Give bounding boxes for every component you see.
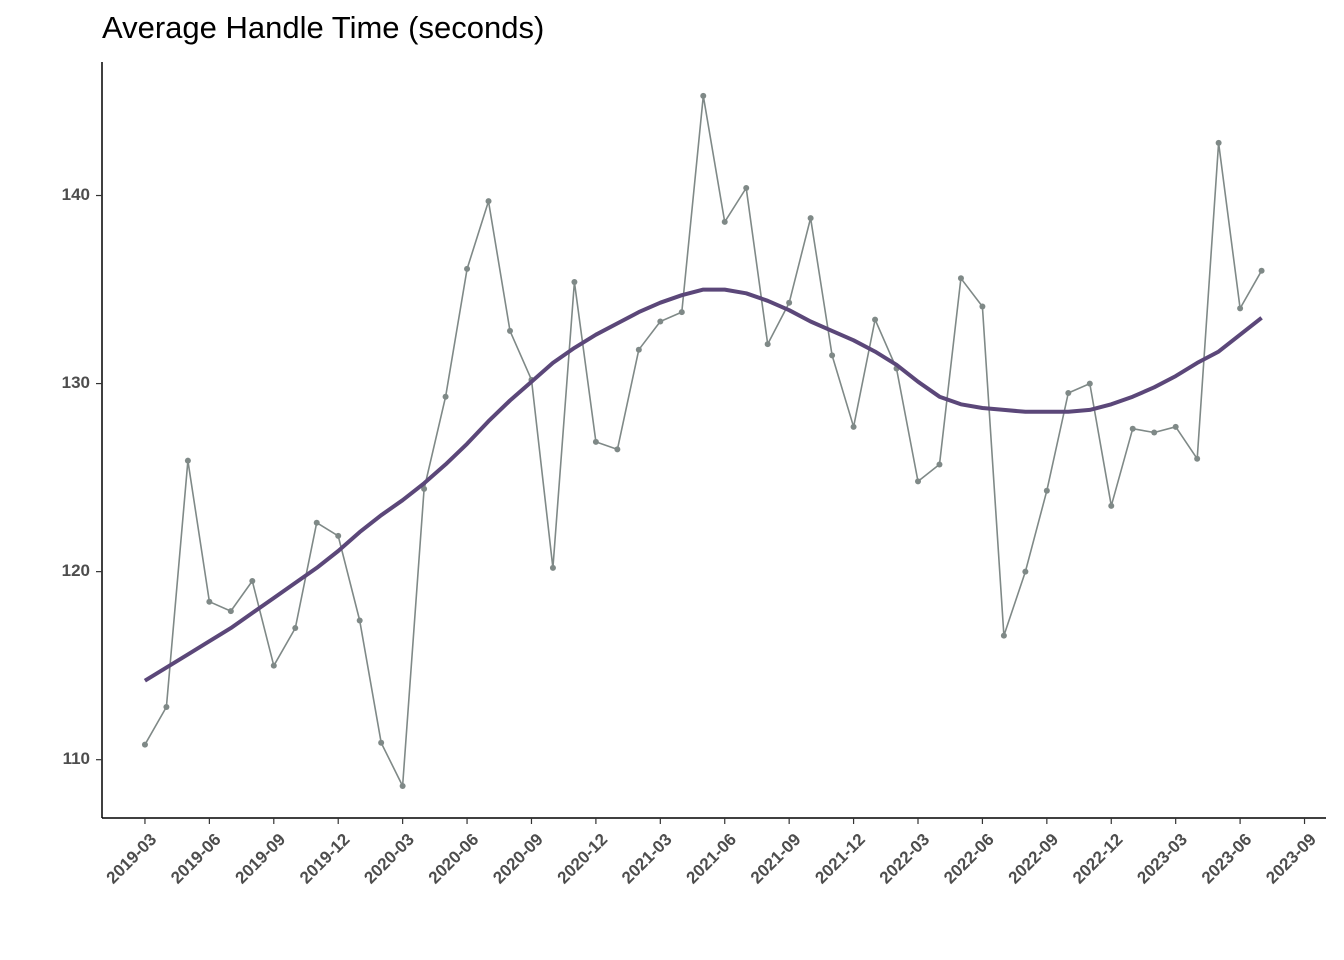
data-point: [1194, 455, 1201, 462]
y-tick-label: 130: [62, 373, 90, 392]
x-tick-label: 2020-03: [360, 830, 418, 888]
data-point: [1000, 632, 1007, 639]
x-tick-label: 2019-03: [103, 830, 161, 888]
data-point: [378, 739, 385, 746]
data-point: [700, 92, 707, 99]
data-point: [1065, 389, 1072, 396]
x-tick-label: 2020-12: [554, 830, 612, 888]
data-point: [184, 457, 191, 464]
x-tick-label: 2019-12: [296, 830, 354, 888]
x-tick-label: 2022-06: [940, 830, 998, 888]
data-point: [786, 299, 793, 306]
data-point: [1172, 423, 1179, 430]
data-point: [743, 185, 750, 191]
x-tick-label: 2021-03: [618, 830, 676, 888]
data-point: [936, 461, 943, 468]
data-point: [313, 519, 320, 526]
data-point: [335, 532, 342, 539]
y-tick-label: 110: [63, 749, 90, 768]
data-point: [678, 309, 685, 316]
data-point: [464, 265, 471, 272]
data-point: [421, 485, 428, 492]
data-point: [399, 783, 406, 790]
y-tick-label: 120: [62, 561, 90, 580]
data-point: [979, 303, 986, 310]
data-point: [721, 218, 728, 225]
data-point: [1129, 425, 1136, 432]
data-point: [635, 346, 642, 353]
x-tick-label: 2023-03: [1133, 830, 1191, 888]
x-tick-label: 2020-09: [489, 830, 547, 888]
data-point: [206, 598, 213, 605]
data-point: [356, 617, 363, 624]
x-tick-label: 2022-03: [876, 830, 934, 888]
data-point: [807, 215, 814, 222]
data-point: [1151, 429, 1158, 436]
data-point: [764, 341, 771, 348]
data-point: [270, 662, 277, 669]
x-tick-label: 2022-12: [1069, 830, 1127, 888]
data-point: [592, 438, 599, 445]
data-point: [829, 352, 836, 359]
data-point: [141, 741, 148, 748]
x-tick-label: 2023-06: [1198, 830, 1256, 888]
data-point: [1215, 139, 1222, 146]
y-tick-label: 140: [62, 185, 90, 204]
data-point: [442, 393, 449, 400]
data-point: [163, 704, 170, 711]
data-point: [850, 423, 857, 430]
data-point: [1258, 267, 1265, 274]
chart-title: Average Handle Time (seconds): [102, 10, 544, 45]
data-point: [1043, 487, 1050, 494]
data-point: [872, 316, 879, 323]
data-point: [571, 279, 578, 286]
data-point: [657, 318, 664, 325]
data-point: [1086, 380, 1093, 387]
data-point: [1022, 568, 1029, 575]
x-tick-label: 2021-09: [747, 830, 805, 888]
x-tick-label: 2021-06: [682, 830, 740, 888]
data-point: [292, 625, 299, 632]
x-tick-label: 2022-09: [1005, 830, 1063, 888]
data-point: [227, 608, 234, 615]
x-tick-label: 2019-06: [167, 830, 225, 888]
trend-line: [143, 287, 1263, 683]
x-tick-label: 2019-09: [232, 830, 290, 888]
data-point: [507, 327, 513, 334]
data-point: [1237, 305, 1244, 312]
data-line: [144, 95, 1263, 787]
data-point: [249, 578, 256, 585]
x-tick-label: 2021-12: [811, 830, 869, 888]
data-point: [957, 275, 964, 282]
data-point: [915, 478, 921, 485]
x-tick-label: 2023-09: [1262, 830, 1320, 888]
data-point: [614, 446, 621, 453]
data-point: [485, 198, 492, 205]
data-point: [549, 564, 556, 571]
data-point: [1108, 502, 1115, 509]
x-tick-label: 2020-06: [425, 830, 483, 888]
